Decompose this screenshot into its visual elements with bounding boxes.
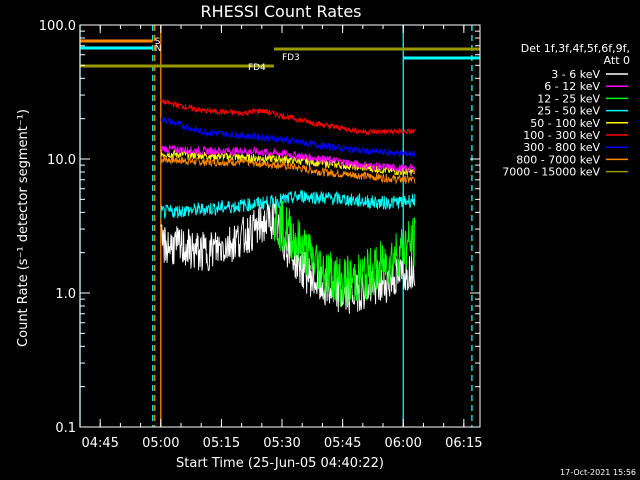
state-bar-label: FD4 bbox=[248, 63, 266, 73]
x-tick-label: 06:15 bbox=[445, 436, 482, 451]
series-line bbox=[273, 200, 416, 307]
legend-entry: 6 - 12 keV bbox=[544, 80, 600, 93]
legend-entry: 300 - 800 keV bbox=[523, 141, 600, 154]
legend-entry: 50 - 100 keV bbox=[530, 117, 600, 130]
legend-entry: 7000 - 15000 keV bbox=[502, 166, 600, 179]
y-tick-label: 0.1 bbox=[55, 421, 76, 436]
series-line bbox=[160, 155, 416, 185]
series-line bbox=[160, 144, 416, 174]
x-tick-label: 04:45 bbox=[81, 436, 118, 451]
y-tick-label: 10.0 bbox=[47, 153, 76, 168]
axes: 04:45 05:00 05:15 05:30 05:45 06:00 06:15 0.1 1.… bbox=[39, 19, 483, 451]
state-bar-label: N bbox=[155, 44, 162, 54]
y-axis-label: Count Rate (s⁻¹ detector segment⁻¹) bbox=[16, 109, 31, 347]
state-bar-label: S bbox=[155, 37, 161, 47]
series-line bbox=[160, 115, 416, 158]
series-line bbox=[160, 148, 416, 177]
x-axis-label: Start Time (25-Jun-05 04:40:22) bbox=[176, 456, 384, 471]
x-tick-label: 06:00 bbox=[384, 436, 421, 451]
series-line bbox=[160, 189, 416, 220]
footer-timestamp: 17-Oct-2021 15:56 bbox=[560, 468, 636, 477]
x-tick-label: 05:15 bbox=[203, 436, 240, 451]
y-tick-label: 100.0 bbox=[39, 19, 76, 34]
plot-area: SNNFD3FD4 bbox=[79, 25, 480, 427]
plot-frame bbox=[79, 24, 481, 428]
y-tick-label: 1.0 bbox=[55, 287, 76, 302]
x-tick-label: 05:45 bbox=[324, 436, 361, 451]
x-tick-label: 05:30 bbox=[263, 436, 300, 451]
chart-title: RHESSI Count Rates bbox=[201, 2, 362, 21]
legend-header: Det 1f,3f,4f,5f,6f,9f, bbox=[521, 42, 630, 55]
legend-entry: 100 - 300 keV bbox=[523, 129, 600, 142]
legend-entry: 3 - 6 keV bbox=[551, 68, 600, 81]
x-tick-label: 05:00 bbox=[142, 436, 179, 451]
legend-entry: 25 - 50 keV bbox=[537, 105, 600, 118]
legend-header: Att 0 bbox=[604, 54, 630, 67]
legend-entry: 12 - 25 keV bbox=[537, 92, 600, 105]
legend-entry: 800 - 7000 keV bbox=[516, 153, 600, 166]
state-bar-label: FD3 bbox=[282, 53, 300, 63]
series-line bbox=[160, 98, 416, 137]
